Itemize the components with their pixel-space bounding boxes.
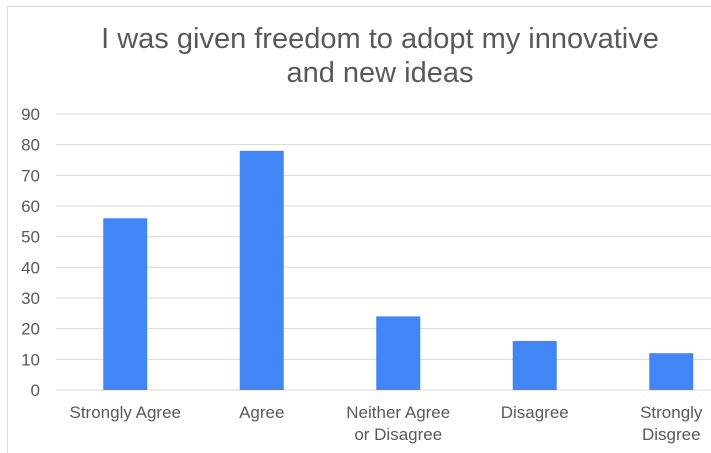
x-tick-label: Disagree xyxy=(501,403,569,422)
y-tick-label: 20 xyxy=(21,320,40,339)
x-tick-label: Strongly Agree xyxy=(69,403,181,422)
y-tick-label: 50 xyxy=(21,228,40,247)
y-tick-label: 30 xyxy=(21,289,40,308)
y-axis-tick-labels: 0 10 20 30 40 50 60 70 80 90 xyxy=(21,105,40,400)
x-tick-label: Neither Agree or Disagree xyxy=(346,403,450,444)
y-tick-label: 0 xyxy=(31,381,40,400)
y-tick-label: 70 xyxy=(21,166,40,185)
bars xyxy=(103,150,694,390)
x-tick-label: Agree xyxy=(239,403,284,422)
bar-disagree xyxy=(512,340,557,390)
bar-neither-agree-or-disagree xyxy=(376,316,421,390)
chart-frame-top xyxy=(7,6,711,7)
y-tick-label: 80 xyxy=(21,136,40,155)
x-axis-tick-labels: Strongly Agree Agree Neither Agree or Disag… xyxy=(69,403,702,444)
y-tick-label: 10 xyxy=(21,350,40,369)
x-tick-label: Strongly Disgree xyxy=(640,403,703,444)
y-tick-label: 90 xyxy=(21,105,40,124)
bar-agree xyxy=(239,150,284,390)
bar-strongly-disgree xyxy=(649,353,694,390)
chart-title: I was given freedom to adopt my innovati… xyxy=(101,23,659,89)
bar-strongly-agree xyxy=(103,218,148,390)
chart-frame-left xyxy=(7,6,8,453)
y-tick-label: 60 xyxy=(21,197,40,216)
y-tick-label: 40 xyxy=(21,258,40,277)
